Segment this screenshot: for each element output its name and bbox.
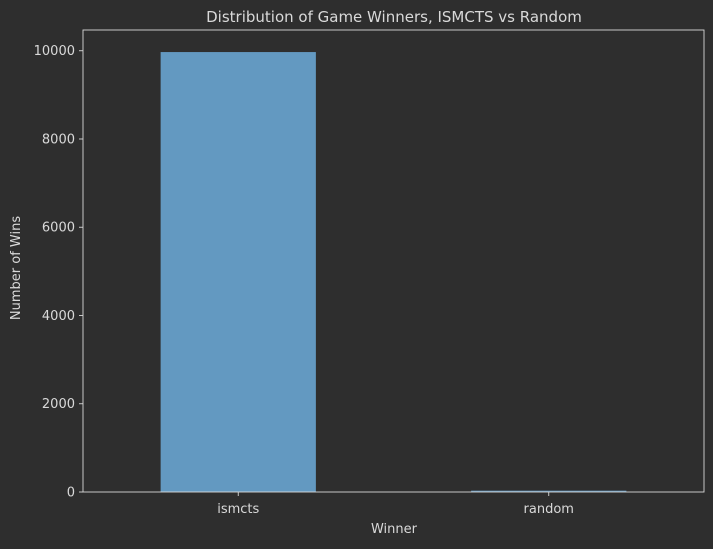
y-tick-label: 0 — [67, 486, 75, 501]
y-axis-ticks: 0 2000 4000 6000 8000 10000 — [34, 44, 83, 501]
y-tick-label: 4000 — [42, 309, 75, 324]
x-tick-label: ismcts — [217, 502, 259, 517]
bars-layer — [160, 52, 627, 492]
plot-frame — [82, 29, 705, 493]
y-axis-label: Number of Wins — [9, 216, 24, 320]
bar-ismcts — [160, 52, 316, 492]
bar-random — [471, 490, 627, 492]
y-tick-label: 6000 — [42, 221, 75, 236]
y-tick-label: 2000 — [42, 397, 75, 412]
x-axis-ticks: ismcts random — [217, 492, 574, 517]
chart-title: Distribution of Game Winners, ISMCTS vs … — [206, 8, 582, 26]
y-tick-label: 10000 — [34, 44, 75, 59]
y-tick-label: 8000 — [42, 132, 75, 147]
x-axis-label: Winner — [371, 522, 418, 537]
x-tick-label: random — [524, 502, 574, 517]
